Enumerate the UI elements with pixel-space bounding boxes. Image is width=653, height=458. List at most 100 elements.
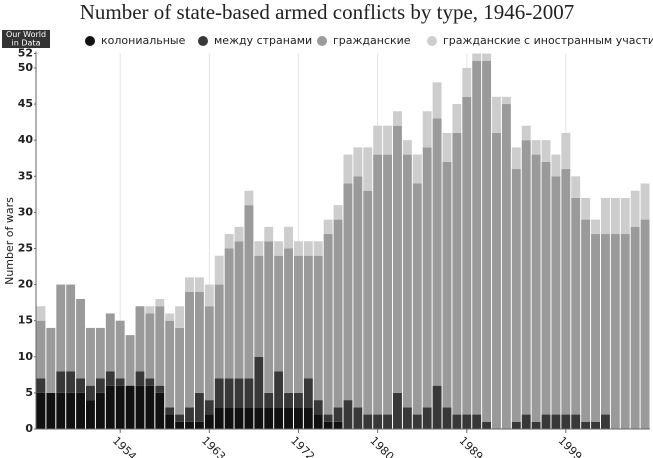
bar-segment — [402, 154, 412, 408]
y-tick-label: 0 — [25, 422, 33, 435]
bar-segment — [145, 313, 155, 379]
logo-line: Our World — [6, 30, 46, 39]
bar-segment — [155, 392, 165, 429]
x-tick-label: 1963 — [199, 434, 228, 458]
bar-segment — [244, 407, 254, 429]
bar-segment — [511, 147, 521, 170]
bar-segment — [442, 407, 452, 429]
bar-segment — [175, 421, 185, 429]
bar-segment — [541, 414, 551, 429]
y-tick-label: 45 — [18, 97, 33, 110]
legend-swatch — [427, 36, 437, 46]
bar-segment — [244, 190, 254, 206]
bar-segment — [492, 96, 501, 133]
bar-segment — [135, 306, 145, 372]
y-tick-label: 20 — [18, 278, 34, 291]
bar-segment — [185, 277, 194, 292]
bar-segment — [462, 67, 472, 97]
legend-swatch — [198, 36, 208, 46]
bar-segment — [56, 392, 66, 429]
bar-segment — [343, 183, 353, 401]
bar-segment — [145, 385, 155, 429]
bar-segment — [165, 313, 175, 321]
bar-segment — [264, 407, 274, 429]
bar-segment — [383, 125, 393, 155]
chart-title: Number of state-based armed conflicts by… — [80, 0, 575, 24]
bar-segment — [581, 421, 591, 429]
bar-segment — [432, 385, 442, 429]
bar-segment — [422, 111, 432, 148]
bar-segment — [303, 255, 313, 379]
bar-segment — [492, 132, 501, 430]
bar-segment — [501, 96, 511, 105]
bar-segment — [175, 306, 185, 328]
bar-segment — [452, 414, 462, 429]
bar-segment — [571, 414, 581, 429]
bar-segment — [531, 421, 541, 429]
bar-segment — [551, 154, 561, 177]
bar-segment — [333, 421, 343, 429]
bar-segment — [373, 125, 383, 155]
bar-segment — [610, 234, 620, 429]
bar-segment — [600, 234, 610, 415]
bar-segment — [204, 306, 214, 401]
bar-segment — [293, 241, 303, 256]
bar-segment — [125, 335, 135, 386]
bar-segment — [571, 176, 581, 198]
x-tick-label: 1999 — [556, 434, 585, 458]
bar-segment — [412, 183, 422, 415]
bar-segment — [274, 241, 284, 256]
legend-swatch — [85, 36, 95, 46]
bar-segment — [254, 356, 264, 408]
bar-segment — [224, 407, 234, 429]
bar-segment — [115, 378, 125, 386]
x-tick-label: 1989 — [457, 434, 486, 458]
bar-segment — [36, 306, 46, 321]
bar-segment — [185, 421, 194, 429]
bar-segment — [234, 226, 244, 242]
bar-segment — [303, 241, 313, 256]
bar-segment — [293, 407, 303, 429]
bar-segment — [640, 183, 650, 220]
bar-segment — [145, 306, 155, 314]
bar-segment — [333, 407, 343, 422]
bar-segment — [482, 421, 492, 429]
bar-segment — [363, 414, 373, 429]
bar-segment — [561, 414, 571, 429]
x-tick-label: 1980 — [367, 434, 396, 458]
bar-segment — [194, 392, 204, 422]
y-tick-label: 5 — [25, 386, 33, 399]
y-tick-label: 15 — [18, 314, 33, 327]
y-axis-label: Number of wars — [3, 197, 16, 285]
y-tick-label: 40 — [18, 133, 34, 146]
bar-segment — [422, 407, 432, 429]
bar-segment — [620, 234, 630, 429]
bar-segment — [323, 234, 333, 415]
bar-segment — [224, 234, 234, 249]
bar-segment — [95, 327, 105, 379]
bar-segment — [95, 392, 105, 429]
bar-segment — [393, 125, 402, 393]
bar-segment — [591, 219, 600, 235]
bar-segment — [323, 421, 333, 429]
bar-segment — [511, 421, 521, 429]
bar-segment — [531, 154, 541, 422]
bar-segment — [581, 197, 591, 220]
bar-segment — [76, 392, 86, 429]
bar-segment — [194, 277, 204, 292]
bar-segment — [343, 154, 353, 184]
bar-segment — [145, 378, 155, 386]
bar-segment — [313, 241, 323, 256]
legend-swatch — [317, 36, 327, 46]
bar-segment — [155, 306, 165, 386]
y-tick-label: 25 — [18, 241, 33, 254]
bar-segment — [165, 407, 175, 415]
bar-segment — [244, 205, 254, 379]
bar-segment — [313, 400, 323, 415]
bar-segment — [353, 147, 363, 177]
bar-segment — [630, 190, 640, 227]
bar-segment — [521, 125, 531, 141]
bar-segment — [224, 248, 234, 379]
bar-segment — [36, 378, 46, 393]
